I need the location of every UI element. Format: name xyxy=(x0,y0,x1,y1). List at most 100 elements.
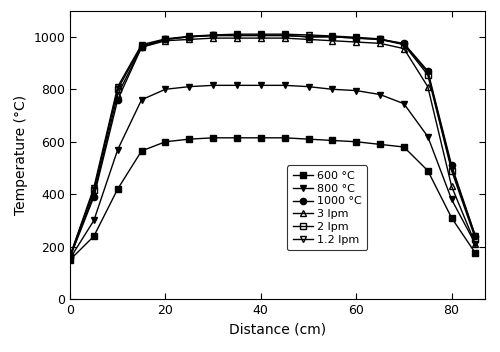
600 °C xyxy=(186,137,192,141)
800 °C xyxy=(67,256,73,260)
800 °C xyxy=(210,83,216,87)
2 lpm xyxy=(330,35,336,39)
1000 °C xyxy=(234,33,240,38)
800 °C xyxy=(282,83,288,87)
600 °C xyxy=(114,187,120,191)
600 °C xyxy=(425,169,431,173)
Line: 600 °C: 600 °C xyxy=(67,135,478,263)
1000 °C xyxy=(186,35,192,39)
3 lpm xyxy=(353,40,359,44)
2 lpm xyxy=(258,33,264,38)
Y-axis label: Temperature (°C): Temperature (°C) xyxy=(14,95,28,215)
2 lpm xyxy=(234,33,240,38)
800 °C xyxy=(353,88,359,93)
1000 °C xyxy=(114,98,120,102)
800 °C xyxy=(377,93,383,97)
800 °C xyxy=(330,87,336,92)
800 °C xyxy=(401,102,407,106)
Line: 1000 °C: 1000 °C xyxy=(67,32,478,260)
600 °C xyxy=(258,136,264,140)
1000 °C xyxy=(425,69,431,73)
600 °C xyxy=(401,145,407,149)
800 °C xyxy=(448,197,454,202)
3 lpm xyxy=(306,37,312,42)
600 °C xyxy=(210,136,216,140)
800 °C xyxy=(162,87,168,92)
800 °C xyxy=(425,134,431,139)
800 °C xyxy=(114,147,120,152)
1.2 lpm xyxy=(282,32,288,36)
1.2 lpm xyxy=(448,166,454,170)
2 lpm xyxy=(138,44,144,48)
3 lpm xyxy=(186,37,192,42)
1.2 lpm xyxy=(114,84,120,89)
1000 °C xyxy=(138,45,144,49)
1000 °C xyxy=(210,33,216,38)
1.2 lpm xyxy=(472,234,478,238)
1000 °C xyxy=(472,234,478,238)
3 lpm xyxy=(472,242,478,246)
1000 °C xyxy=(353,36,359,40)
2 lpm xyxy=(448,169,454,173)
600 °C xyxy=(377,142,383,146)
1000 °C xyxy=(377,37,383,42)
800 °C xyxy=(138,98,144,102)
600 °C xyxy=(138,149,144,153)
600 °C xyxy=(67,258,73,262)
3 lpm xyxy=(114,93,120,97)
2 lpm xyxy=(306,35,312,39)
Line: 800 °C: 800 °C xyxy=(67,82,478,262)
Line: 3 lpm: 3 lpm xyxy=(67,35,478,260)
Line: 2 lpm: 2 lpm xyxy=(67,32,478,259)
1.2 lpm xyxy=(306,33,312,37)
600 °C xyxy=(353,140,359,144)
2 lpm xyxy=(210,33,216,38)
1.2 lpm xyxy=(186,34,192,38)
3 lpm xyxy=(425,84,431,89)
600 °C xyxy=(448,216,454,220)
3 lpm xyxy=(91,192,97,196)
3 lpm xyxy=(448,184,454,188)
600 °C xyxy=(91,234,97,238)
1.2 lpm xyxy=(91,186,97,190)
1.2 lpm xyxy=(67,254,73,258)
1000 °C xyxy=(258,33,264,38)
800 °C xyxy=(234,83,240,87)
1.2 lpm xyxy=(353,35,359,39)
1.2 lpm xyxy=(234,32,240,36)
1.2 lpm xyxy=(330,34,336,38)
2 lpm xyxy=(282,33,288,38)
X-axis label: Distance (cm): Distance (cm) xyxy=(229,323,326,337)
1000 °C xyxy=(448,163,454,168)
3 lpm xyxy=(162,39,168,43)
800 °C xyxy=(258,83,264,87)
3 lpm xyxy=(401,46,407,51)
600 °C xyxy=(330,138,336,143)
2 lpm xyxy=(67,254,73,258)
1.2 lpm xyxy=(377,37,383,41)
600 °C xyxy=(162,140,168,144)
1000 °C xyxy=(67,255,73,259)
1000 °C xyxy=(282,33,288,38)
600 °C xyxy=(282,136,288,140)
600 °C xyxy=(472,251,478,256)
3 lpm xyxy=(330,39,336,43)
600 °C xyxy=(306,137,312,141)
2 lpm xyxy=(401,43,407,47)
3 lpm xyxy=(210,36,216,40)
2 lpm xyxy=(91,188,97,193)
800 °C xyxy=(306,84,312,89)
3 lpm xyxy=(377,41,383,45)
800 °C xyxy=(91,218,97,222)
2 lpm xyxy=(472,237,478,241)
Legend: 600 °C, 800 °C, 1000 °C, 3 lpm, 2 lpm, 1.2 lpm: 600 °C, 800 °C, 1000 °C, 3 lpm, 2 lpm, 1… xyxy=(287,165,368,250)
3 lpm xyxy=(67,255,73,259)
1000 °C xyxy=(91,195,97,199)
800 °C xyxy=(472,242,478,246)
3 lpm xyxy=(138,45,144,49)
3 lpm xyxy=(258,36,264,40)
600 °C xyxy=(234,136,240,140)
2 lpm xyxy=(353,36,359,40)
2 lpm xyxy=(114,87,120,92)
2 lpm xyxy=(162,37,168,42)
